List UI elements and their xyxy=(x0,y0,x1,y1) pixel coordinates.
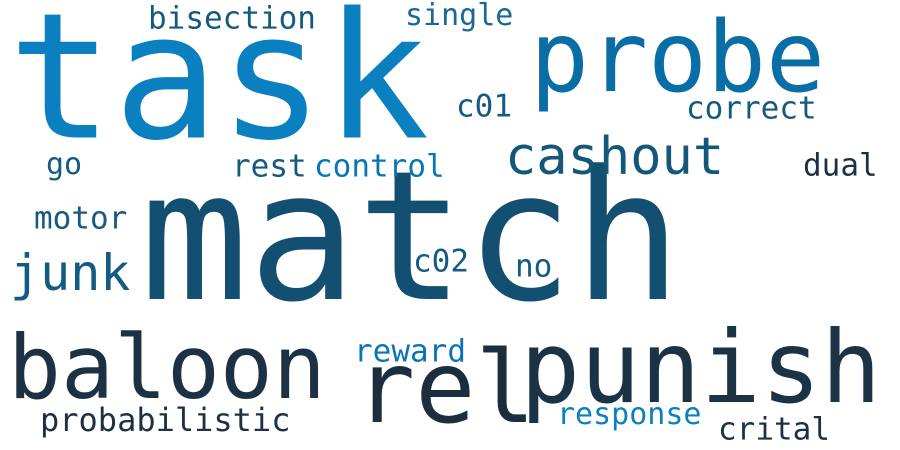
word-rel: rel xyxy=(355,329,536,446)
word-dual: dual xyxy=(803,147,878,184)
word-match: match xyxy=(140,133,682,342)
word-crital: crital xyxy=(718,411,830,448)
word-no: no xyxy=(515,248,553,285)
word-cashout: cashout xyxy=(505,127,725,187)
word-junk: junk xyxy=(10,244,131,302)
word-bisection: bisection xyxy=(148,0,316,37)
word-task: task xyxy=(8,0,430,180)
word-response: response xyxy=(557,397,702,432)
word-probabilistic: probabilistic xyxy=(40,401,291,439)
word-motor: motor xyxy=(34,200,128,237)
word-correct: correct xyxy=(686,90,817,127)
word-probe: probe xyxy=(530,1,826,115)
word-reward: reward xyxy=(354,333,466,370)
word-rest: rest xyxy=(232,148,307,185)
word-control: control xyxy=(314,148,445,185)
word-c01: c01 xyxy=(456,88,512,125)
word-single: single xyxy=(405,0,514,33)
word-go: go xyxy=(46,147,83,182)
word-baloon: baloon xyxy=(8,316,326,419)
word-c02: c02 xyxy=(413,243,469,280)
word-punish: punish xyxy=(520,309,882,426)
